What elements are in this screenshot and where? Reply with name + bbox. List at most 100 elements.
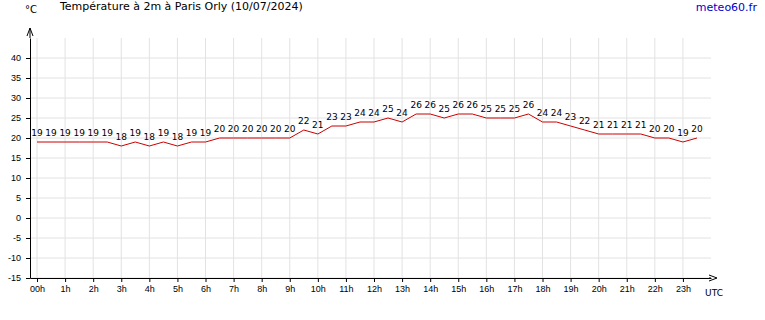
data-label: 24	[396, 108, 408, 118]
data-label: 24	[354, 108, 366, 118]
x-tick-label: 12h	[367, 284, 382, 294]
title: Température à 2m à Paris Orly (10/07/202…	[59, 0, 303, 13]
data-label: 26	[410, 100, 422, 110]
x-tick-label: 15h	[451, 284, 466, 294]
grid	[30, 38, 711, 278]
x-tick-label: 7h	[229, 284, 239, 294]
grid-line-y	[30, 58, 711, 59]
x-tick: 12h	[367, 278, 382, 294]
x-tick: 4h	[145, 278, 155, 294]
data-label: 20	[214, 124, 226, 134]
data-label: 25	[438, 104, 449, 114]
x-tick-mark	[627, 278, 628, 282]
data-label: 22	[298, 116, 309, 126]
x-tick-mark	[543, 278, 544, 282]
y-tick-mark	[26, 158, 30, 159]
x-tick-label: 2h	[89, 284, 99, 294]
y-tick-mark	[26, 78, 30, 79]
data-label: 19	[45, 128, 57, 138]
y-tick-label: 35	[11, 73, 21, 83]
x-tick: 20h	[592, 278, 607, 294]
x-tick-mark	[599, 278, 600, 282]
x-tick-mark	[514, 278, 515, 282]
y-tick: -10	[8, 253, 30, 263]
data-label: 19	[200, 128, 212, 138]
data-label: 19	[31, 128, 43, 138]
x-tick-label: 8h	[257, 284, 267, 294]
data-label: 24	[551, 108, 563, 118]
x-axis-arrow	[709, 275, 717, 281]
x-tick-mark	[290, 278, 291, 282]
y-tick: 40	[11, 53, 30, 63]
x-tick-label: 4h	[145, 284, 155, 294]
y-tick: 0	[16, 213, 30, 223]
y-tick-label: -5	[13, 233, 21, 243]
data-label: 21	[593, 120, 604, 130]
x-tick: 23h	[676, 278, 691, 294]
data-label: 21	[607, 120, 618, 130]
data-label: 19	[102, 128, 114, 138]
y-tick-mark	[26, 138, 30, 139]
x-tick-mark	[177, 278, 178, 282]
x-tick-mark	[458, 278, 459, 282]
data-label: 20	[663, 124, 675, 134]
data-label: 19	[130, 128, 142, 138]
x-tick-mark	[234, 278, 235, 282]
data-label: 25	[382, 104, 393, 114]
y-tick-label: 25	[11, 113, 21, 123]
data-label: 19	[186, 128, 198, 138]
x-tick-label: 13h	[395, 284, 410, 294]
data-label: 23	[565, 112, 576, 122]
y-tick-label: -10	[8, 253, 21, 263]
y-tick-label: 30	[11, 93, 21, 103]
grid-line-y	[30, 78, 711, 79]
y-tick: -5	[13, 233, 30, 243]
x-tick-mark	[121, 278, 122, 282]
x-tick: 10h	[311, 278, 326, 294]
x-tick: 7h	[229, 278, 239, 294]
y-tick-label: 0	[16, 213, 21, 223]
x-tick-mark	[683, 278, 684, 282]
x-tick-mark	[655, 278, 656, 282]
plot-area	[37, 114, 697, 146]
grid-line-y	[30, 238, 711, 239]
x-tick: 22h	[648, 278, 663, 294]
x-tick-mark	[93, 278, 94, 282]
x-tick-mark	[65, 278, 66, 282]
grid-line-y	[30, 178, 711, 179]
x-tick: 9h	[285, 278, 295, 294]
x-tick: 14h	[423, 278, 438, 294]
x-tick: 2h	[89, 278, 99, 294]
x-tick-label: 1h	[61, 284, 71, 294]
data-label: 20	[691, 124, 703, 134]
y-tick-label: -15	[8, 273, 21, 283]
x-tick: 21h	[620, 278, 635, 294]
x-tick-mark	[37, 278, 38, 282]
x-tick-mark	[486, 278, 487, 282]
data-label: 21	[621, 120, 632, 130]
y-tick-label: 10	[11, 173, 21, 183]
grid-line-y	[30, 218, 711, 219]
x-tick: 11h	[339, 278, 353, 294]
source[interactable]: meteo60.fr	[696, 1, 758, 14]
x-tick-label: 19h	[564, 284, 579, 294]
data-label: 23	[340, 112, 351, 122]
x-tick-label: 3h	[117, 284, 127, 294]
x-tick-mark	[571, 278, 572, 282]
x-tick: 3h	[117, 278, 127, 294]
x-tick-label: 18h	[535, 284, 550, 294]
y-tick-mark	[26, 58, 30, 59]
x-tick-mark	[402, 278, 403, 282]
y-tick: -15	[8, 273, 30, 283]
data-label: 19	[87, 128, 99, 138]
data-label: 26	[453, 100, 465, 110]
y-tick-mark	[26, 218, 30, 219]
data-label: 25	[495, 104, 506, 114]
y-tick: 25	[11, 113, 30, 123]
x-tick: 19h	[564, 278, 579, 294]
data-label: 23	[326, 112, 337, 122]
x-tick-label: 16h	[479, 284, 494, 294]
y-tick-mark	[26, 238, 30, 239]
x-tick-label: 00h	[30, 284, 45, 294]
x-tick-mark	[262, 278, 263, 282]
